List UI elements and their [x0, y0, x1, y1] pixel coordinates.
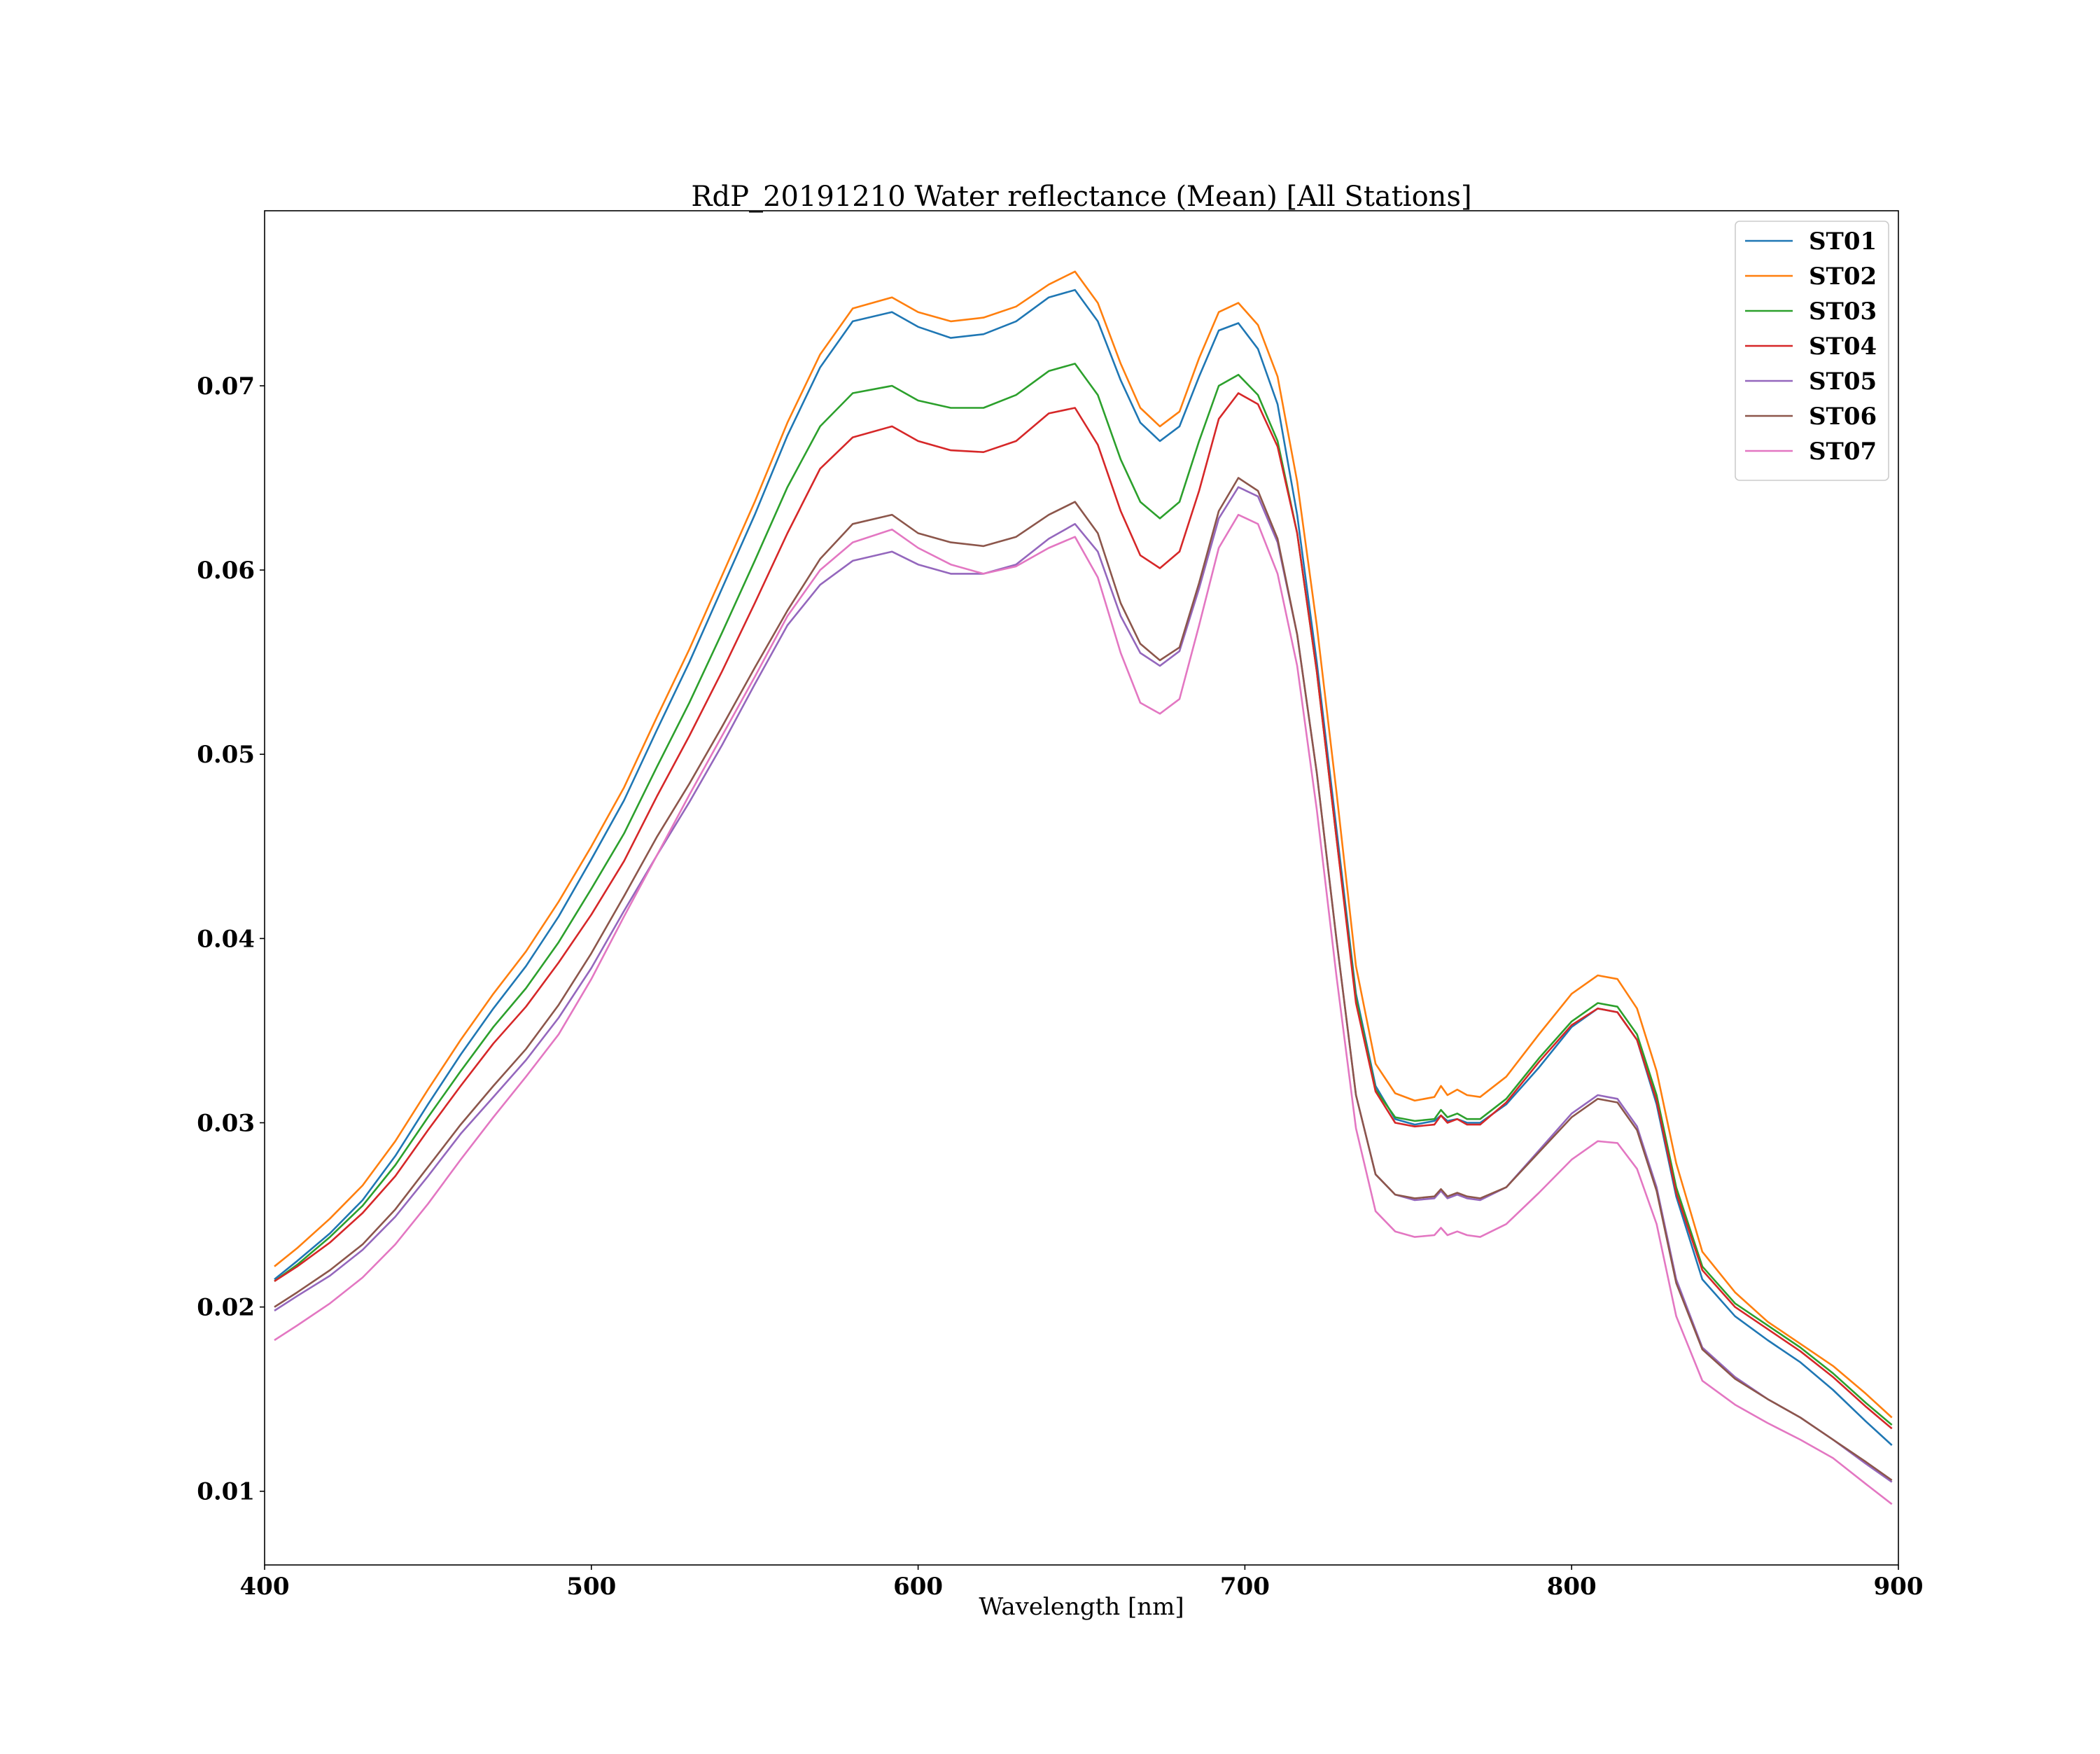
x-tick-label: 400 [240, 1573, 290, 1601]
series-line-st03 [274, 363, 1893, 1426]
y-tick-label: 0.05 [197, 741, 255, 769]
x-tick-label: 600 [893, 1573, 943, 1601]
y-tick-label: 0.04 [197, 925, 255, 953]
y-tick-label: 0.06 [197, 557, 255, 585]
series-line-st04 [274, 392, 1893, 1430]
legend: ST01 ST02 ST03 ST04 ST05 ST06 ST07 [1735, 221, 1889, 481]
legend-label-st04: ST04 [1809, 333, 1877, 361]
x-tick-label: 500 [566, 1573, 616, 1601]
y-tick-label: 0.02 [197, 1294, 255, 1322]
legend-label-st02: ST02 [1809, 263, 1877, 291]
legend-label-st05: ST05 [1809, 368, 1877, 396]
x-tick-label: 900 [1874, 1573, 1924, 1601]
x-tick-label: 700 [1220, 1573, 1270, 1601]
plot-frame [264, 210, 1899, 1566]
y-tick-label: 0.07 [197, 373, 255, 401]
chart-title: RdP_20191210 Water reflectance (Mean) [A… [691, 181, 1471, 213]
series-line-st06 [274, 477, 1893, 1482]
x-axis-label: Wavelength [nm] [979, 1593, 1184, 1621]
legend-label-st01: ST01 [1809, 228, 1877, 256]
series-line-st05 [274, 486, 1893, 1483]
x-tick-label: 800 [1547, 1573, 1597, 1601]
legend-label-st07: ST07 [1809, 438, 1877, 466]
series-line-st02 [274, 270, 1893, 1419]
y-tick-label: 0.03 [197, 1109, 255, 1137]
plot-area: 400 500 600 700 800 900 0.01 0.02 0.03 0.04 0.05 0.… [197, 210, 1924, 1601]
series-line-st01 [274, 288, 1893, 1446]
series-line-st07 [274, 513, 1893, 1505]
legend-label-st06: ST06 [1809, 403, 1877, 431]
y-tick-label: 0.01 [197, 1478, 255, 1506]
legend-label-st03: ST03 [1809, 298, 1877, 326]
